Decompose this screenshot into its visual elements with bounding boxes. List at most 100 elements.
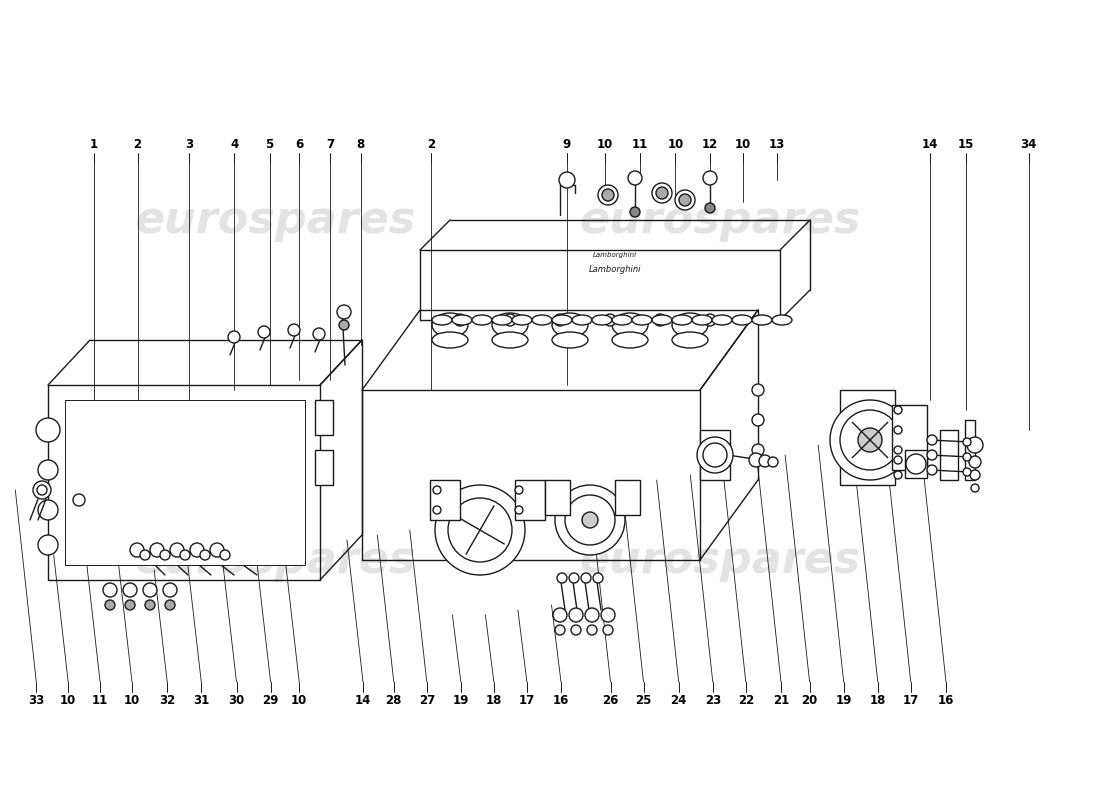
Ellipse shape <box>472 315 492 325</box>
Circle shape <box>962 438 971 446</box>
Circle shape <box>654 314 666 326</box>
Circle shape <box>962 453 971 461</box>
Text: 20: 20 <box>802 694 817 706</box>
Circle shape <box>160 550 170 560</box>
Circle shape <box>337 305 351 319</box>
Text: 31: 31 <box>194 694 209 706</box>
Ellipse shape <box>432 332 468 348</box>
Circle shape <box>894 471 902 479</box>
Text: 19: 19 <box>453 694 469 706</box>
Circle shape <box>433 486 441 494</box>
Ellipse shape <box>592 315 612 325</box>
Circle shape <box>103 583 117 597</box>
Circle shape <box>125 600 135 610</box>
Circle shape <box>559 172 575 188</box>
Ellipse shape <box>572 315 592 325</box>
Ellipse shape <box>712 315 732 325</box>
Text: 13: 13 <box>769 138 784 151</box>
Circle shape <box>288 324 300 336</box>
Text: 28: 28 <box>386 694 402 706</box>
Ellipse shape <box>492 313 528 337</box>
Circle shape <box>554 314 566 326</box>
Text: 18: 18 <box>486 694 502 706</box>
Circle shape <box>515 506 522 514</box>
Text: 30: 30 <box>229 694 244 706</box>
Circle shape <box>73 494 85 506</box>
Circle shape <box>703 171 717 185</box>
Text: 1: 1 <box>89 138 98 151</box>
Circle shape <box>704 314 716 326</box>
Text: 2: 2 <box>427 138 436 151</box>
Circle shape <box>210 543 224 557</box>
Ellipse shape <box>612 332 648 348</box>
Text: 7: 7 <box>326 138 334 151</box>
Circle shape <box>675 190 695 210</box>
Text: 27: 27 <box>419 694 435 706</box>
Text: 33: 33 <box>29 694 44 706</box>
Text: 10: 10 <box>735 138 750 151</box>
Circle shape <box>604 314 616 326</box>
Circle shape <box>143 583 157 597</box>
Ellipse shape <box>672 332 708 348</box>
Text: 8: 8 <box>356 138 365 151</box>
Bar <box>65 400 305 565</box>
Ellipse shape <box>552 332 589 348</box>
Text: 15: 15 <box>958 138 974 151</box>
Circle shape <box>163 583 177 597</box>
Circle shape <box>220 550 230 560</box>
Text: eurospares: eurospares <box>580 198 860 242</box>
Text: 17: 17 <box>519 694 535 706</box>
Circle shape <box>752 384 764 396</box>
Ellipse shape <box>552 315 572 325</box>
Bar <box>615 480 640 515</box>
Ellipse shape <box>732 315 752 325</box>
Circle shape <box>582 512 598 528</box>
Circle shape <box>894 426 902 434</box>
Text: 6: 6 <box>295 138 304 151</box>
Ellipse shape <box>692 315 712 325</box>
Text: 26: 26 <box>603 694 618 706</box>
Circle shape <box>927 450 937 460</box>
Ellipse shape <box>552 313 589 337</box>
Ellipse shape <box>452 315 472 325</box>
Bar <box>892 405 927 470</box>
Circle shape <box>228 331 240 343</box>
Text: 5: 5 <box>265 138 274 151</box>
Circle shape <box>37 485 47 495</box>
Circle shape <box>434 485 525 575</box>
Text: 11: 11 <box>632 138 648 151</box>
Circle shape <box>150 543 164 557</box>
Circle shape <box>630 207 640 217</box>
Text: 21: 21 <box>773 694 789 706</box>
Circle shape <box>565 495 615 545</box>
Text: 14: 14 <box>922 138 937 151</box>
Circle shape <box>39 500 58 520</box>
Bar <box>840 390 895 485</box>
Ellipse shape <box>652 315 672 325</box>
Text: eurospares: eurospares <box>580 538 860 582</box>
Ellipse shape <box>672 313 708 337</box>
Circle shape <box>602 189 614 201</box>
Ellipse shape <box>512 315 532 325</box>
Text: 2: 2 <box>133 138 142 151</box>
Circle shape <box>569 573 579 583</box>
Circle shape <box>556 485 625 555</box>
Circle shape <box>906 454 926 474</box>
Circle shape <box>894 446 902 454</box>
Circle shape <box>33 481 51 499</box>
Circle shape <box>571 625 581 635</box>
Circle shape <box>170 543 184 557</box>
Ellipse shape <box>772 315 792 325</box>
Circle shape <box>705 203 715 213</box>
Text: 24: 24 <box>671 694 686 706</box>
Circle shape <box>339 320 349 330</box>
Text: 3: 3 <box>185 138 194 151</box>
Bar <box>965 420 975 480</box>
Circle shape <box>598 185 618 205</box>
Circle shape <box>165 600 175 610</box>
Text: 17: 17 <box>903 694 918 706</box>
Circle shape <box>130 543 144 557</box>
Circle shape <box>894 406 902 414</box>
Circle shape <box>927 465 937 475</box>
Text: 10: 10 <box>292 694 307 706</box>
